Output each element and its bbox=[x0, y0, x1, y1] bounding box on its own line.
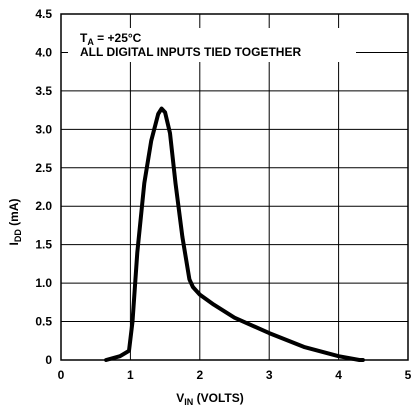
y-tick-label-8: 4.0 bbox=[35, 45, 52, 59]
y-tick-label-6: 3.0 bbox=[35, 122, 52, 136]
y-axis-title: IDD (mA) bbox=[7, 198, 23, 245]
plot-border bbox=[60, 13, 409, 361]
plot-frame bbox=[60, 13, 409, 361]
x-tick-label-2: 2 bbox=[196, 368, 203, 382]
grid bbox=[60, 13, 409, 361]
y-tick-label-0: 0 bbox=[45, 353, 52, 367]
x-tick-label-0: 0 bbox=[58, 368, 65, 382]
y-tick-label-9: 4.5 bbox=[35, 7, 52, 21]
y-tick-label-1: 0.5 bbox=[35, 315, 52, 329]
y-axis-ticks: 0 0.5 1.0 1.5 2.0 2.5 3.0 3.5 4.0 4.5 bbox=[35, 7, 52, 367]
y-tick-label-3: 1.5 bbox=[35, 238, 52, 252]
y-tick-label-4: 2.0 bbox=[35, 199, 52, 213]
series-line-0 bbox=[104, 106, 365, 362]
x-axis-ticks: 0 1 2 3 4 5 bbox=[58, 368, 412, 382]
annotation-line-1: TA = +25°C bbox=[80, 31, 142, 47]
x-tick-label-4: 4 bbox=[335, 368, 342, 382]
y-tick-label-7: 3.5 bbox=[35, 84, 52, 98]
y-tick-label-2: 1.0 bbox=[35, 276, 52, 290]
series-layer bbox=[104, 106, 365, 362]
annotation-line-2: ALL DIGITAL INPUTS TIED TOGETHER bbox=[80, 45, 301, 59]
x-tick-label-3: 3 bbox=[266, 368, 273, 382]
annotation-background bbox=[68, 28, 356, 62]
y-tick-label-5: 2.5 bbox=[35, 161, 52, 175]
x-axis-title: VIN (VOLTS) bbox=[176, 391, 243, 407]
x-tick-label-1: 1 bbox=[127, 368, 134, 382]
x-tick-label-5: 5 bbox=[405, 368, 412, 382]
